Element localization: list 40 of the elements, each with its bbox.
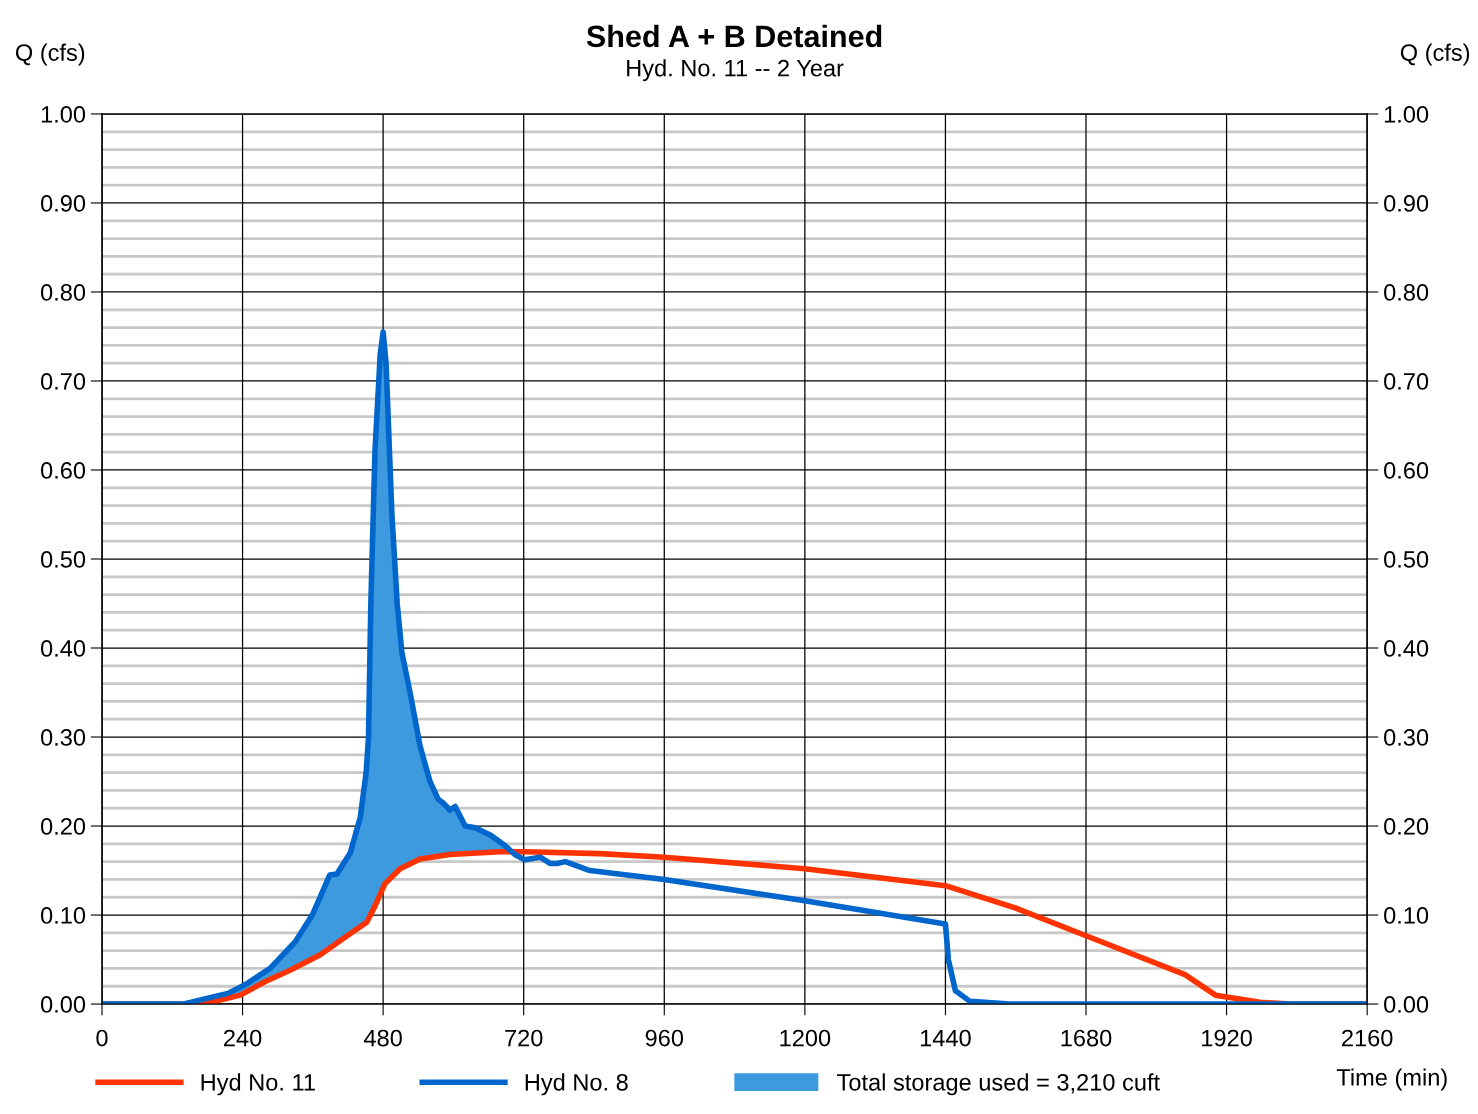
legend-label: Hyd No. 11 xyxy=(201,1073,315,1096)
y-tick-label: 1.00 xyxy=(41,106,86,123)
y-tick-label: 0.30 xyxy=(40,729,86,746)
y-axis-title: Q (cfs) xyxy=(15,43,85,66)
y2-tick-label: 0.10 xyxy=(1384,907,1429,924)
y2-tick-label: 0.20 xyxy=(1384,818,1429,835)
x-tick-label: 480 xyxy=(363,1029,402,1047)
y-tick-label: 0.10 xyxy=(40,907,86,924)
x-tick-label: 1440 xyxy=(920,1029,971,1047)
x-tick-label: 720 xyxy=(505,1029,543,1047)
y-tick-label: 0.70 xyxy=(40,373,86,390)
x-tick-label: 1680 xyxy=(1061,1029,1112,1047)
y2-axis-title: Q (cfs) xyxy=(1400,43,1470,66)
y2-tick-label: 0.70 xyxy=(1384,373,1429,390)
y-tick-label: 0.60 xyxy=(40,462,86,479)
y2-tick-label: 0.60 xyxy=(1384,462,1429,479)
x-tick-label: 1200 xyxy=(780,1029,831,1047)
y2-tick-label: 0.90 xyxy=(1384,195,1429,212)
x-tick-label: 240 xyxy=(224,1029,262,1047)
x-axis-title: Time (min) xyxy=(1336,1068,1447,1091)
y-tick-label: 0.00 xyxy=(40,996,86,1013)
x-tick-label: 2160 xyxy=(1342,1029,1393,1047)
legend-label: Hyd No. 8 xyxy=(525,1073,628,1096)
x-tick-label: 0 xyxy=(96,1029,108,1047)
y-tick-label: 0.90 xyxy=(40,195,86,212)
y2-tick-label: 0.40 xyxy=(1384,640,1429,657)
y-tick-label: 0.50 xyxy=(40,551,86,568)
legend-label: Total storage used = 3,210 cuft xyxy=(837,1073,1160,1096)
x-tick-label: 960 xyxy=(645,1029,684,1047)
y2-tick-label: 0.80 xyxy=(1384,284,1429,301)
y2-tick-label: 1.00 xyxy=(1384,106,1429,123)
y-tick-label: 0.20 xyxy=(40,818,86,835)
y-tick-label: 0.40 xyxy=(40,640,86,657)
chart-title: Shed A + B Detained xyxy=(586,24,882,48)
y2-tick-label: 0.30 xyxy=(1384,729,1429,746)
y2-tick-label: 0.00 xyxy=(1384,996,1429,1013)
y-tick-label: 0.80 xyxy=(40,284,86,301)
x-tick-label: 1920 xyxy=(1202,1029,1252,1047)
y2-tick-label: 0.50 xyxy=(1384,551,1429,568)
chart-subtitle: Hyd. No. 11 -- 2 Year xyxy=(627,59,844,82)
